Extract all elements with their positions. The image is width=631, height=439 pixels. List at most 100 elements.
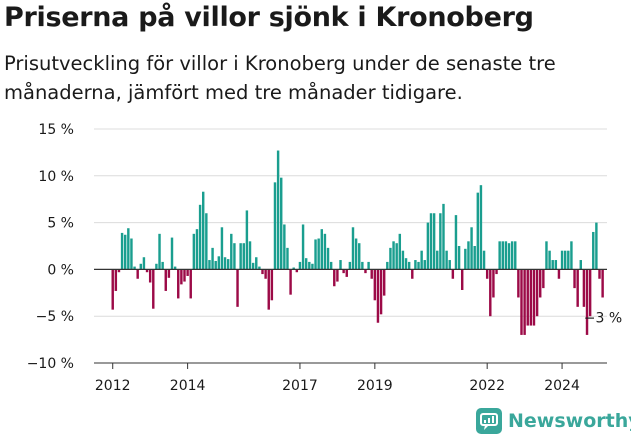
y-axis-ticks: −10 % −5 % 0 % 5 % 10 % 15 % — [27, 122, 74, 372]
bar-72 — [336, 269, 339, 282]
bar-94 — [404, 258, 408, 270]
x-tick-label: 2019 — [357, 378, 393, 394]
bar-12 — [148, 269, 152, 283]
bar-153 — [588, 269, 592, 317]
bar-130 — [517, 269, 520, 298]
bar-97 — [414, 260, 417, 270]
bar-152 — [585, 269, 589, 335]
y-tick-label: −5 % — [36, 309, 74, 325]
bar-140 — [548, 250, 551, 270]
bar-7 — [133, 266, 136, 270]
bar-89 — [389, 247, 392, 270]
bar-53 — [276, 150, 280, 270]
bar-77 — [351, 227, 355, 270]
bar-58 — [292, 267, 295, 270]
bar-141 — [551, 260, 554, 270]
bar-60 — [298, 261, 302, 270]
y-tick-label: 15 % — [38, 122, 74, 138]
bar-110 — [454, 215, 458, 270]
bar-8 — [136, 269, 139, 279]
bar-35 — [220, 227, 224, 270]
newsworthy-logo-icon — [476, 408, 502, 434]
bar-45 — [251, 262, 255, 270]
bar-70 — [329, 261, 333, 270]
bar-112 — [460, 269, 464, 290]
y-tick-label: 0 % — [47, 262, 74, 278]
bars — [111, 150, 604, 335]
bar-93 — [401, 250, 405, 270]
x-tick-label: 2014 — [170, 378, 206, 394]
bar-105 — [439, 213, 442, 270]
bar-64 — [311, 263, 314, 270]
bar-50 — [267, 269, 270, 310]
bar-25 — [189, 269, 192, 299]
bar-137 — [539, 269, 542, 298]
bar-136 — [535, 269, 539, 317]
last-value-annotation: −3 % — [584, 311, 622, 327]
bar-44 — [248, 241, 252, 270]
bar-91 — [395, 243, 398, 270]
bar-119 — [482, 250, 486, 270]
bar-54 — [280, 177, 283, 270]
bar-55 — [283, 224, 286, 270]
bar-16 — [161, 261, 164, 270]
bar-67 — [320, 229, 323, 270]
bar-143 — [557, 269, 561, 279]
x-tick-label: 2012 — [95, 378, 131, 394]
bar-88 — [386, 261, 389, 270]
bar-17 — [164, 269, 167, 291]
bar-102 — [429, 213, 433, 270]
x-axis-ticks: 2012 2014 2017 2019 2022 2024 — [94, 362, 607, 394]
bar-62 — [304, 258, 308, 270]
bar-92 — [398, 233, 402, 270]
bar-81 — [364, 269, 367, 274]
bar-144 — [560, 250, 564, 270]
bar-19 — [170, 237, 174, 270]
bar-40 — [236, 269, 239, 307]
bar-31 — [208, 260, 211, 270]
bar-134 — [529, 269, 533, 326]
bar-74 — [342, 269, 345, 274]
bar-106 — [442, 203, 445, 270]
bar-15 — [158, 233, 161, 270]
bar-79 — [358, 243, 361, 270]
bar-115 — [470, 227, 473, 270]
bar-2 — [117, 269, 121, 273]
bar-151 — [582, 269, 586, 307]
bar-69 — [326, 247, 330, 270]
bar-107 — [445, 250, 448, 270]
bar-108 — [448, 260, 451, 270]
bar-145 — [563, 250, 567, 270]
x-tick-label: 2024 — [544, 378, 580, 394]
bar-9 — [139, 263, 143, 270]
bar-11 — [145, 269, 149, 273]
bar-21 — [177, 269, 180, 299]
bar-4 — [123, 234, 127, 270]
bar-150 — [579, 260, 582, 270]
bar-95 — [407, 261, 411, 270]
bar-124 — [498, 241, 501, 270]
bar-157 — [601, 269, 604, 298]
bar-37 — [226, 259, 230, 270]
bar-59 — [295, 269, 299, 273]
bar-38 — [230, 233, 233, 270]
bar-47 — [258, 266, 261, 270]
bar-98 — [417, 261, 420, 270]
bar-111 — [457, 246, 461, 270]
bar-147 — [570, 241, 573, 270]
bar-99 — [420, 250, 423, 270]
chart-title: Priserna på villor sjönk i Kronoberg — [4, 2, 534, 33]
bar-103 — [432, 213, 436, 270]
bar-96 — [411, 269, 414, 279]
bar-155 — [595, 222, 598, 270]
bar-86 — [379, 269, 383, 315]
bar-121 — [489, 269, 492, 317]
bar-56 — [286, 247, 289, 270]
bar-109 — [451, 269, 455, 279]
bar-131 — [520, 269, 523, 335]
bar-26 — [192, 233, 196, 270]
bar-76 — [348, 261, 352, 270]
bar-82 — [367, 261, 370, 270]
y-tick-label: −10 % — [27, 356, 74, 372]
